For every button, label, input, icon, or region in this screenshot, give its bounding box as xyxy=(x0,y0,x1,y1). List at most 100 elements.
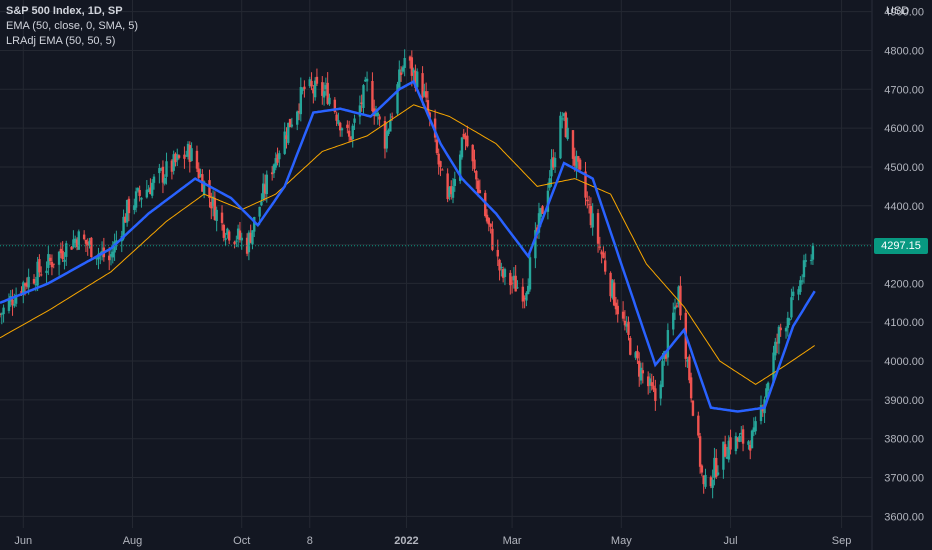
candle-body xyxy=(410,57,414,76)
candle-body xyxy=(466,135,469,147)
candle-body xyxy=(800,280,804,282)
candle-body xyxy=(376,112,380,116)
candle-body xyxy=(378,116,381,120)
candle-body xyxy=(233,241,236,244)
candle-body xyxy=(183,154,186,159)
y-tick-label: 4000.00 xyxy=(884,356,924,368)
candle-body xyxy=(399,72,403,75)
candle-body xyxy=(727,440,730,460)
candle-body xyxy=(251,230,254,245)
candle-body xyxy=(634,352,637,358)
candle-body xyxy=(22,282,25,295)
candle-body xyxy=(600,251,603,255)
candle-body xyxy=(88,240,91,245)
candle-body xyxy=(210,201,213,209)
y-tick-label: 4100.00 xyxy=(884,317,924,329)
candle-body xyxy=(59,248,63,254)
candle-body xyxy=(270,172,274,175)
candle-body xyxy=(747,441,750,445)
price-axis[interactable]: 4900.00 4800.00 4700.00 4600.00 4500.00 4400.… xyxy=(884,7,924,524)
candle-body xyxy=(675,305,679,307)
candle-body xyxy=(587,204,591,206)
candle-body xyxy=(672,312,675,330)
candle-body xyxy=(589,205,593,226)
candle-body xyxy=(36,261,39,286)
candle-body xyxy=(646,376,650,387)
candle-body xyxy=(741,429,745,444)
legend-symbol-title[interactable]: S&P 500 Index, 1D, SP xyxy=(6,5,123,17)
candle-body xyxy=(784,328,788,332)
candle-body xyxy=(759,405,763,422)
candle-body xyxy=(253,217,256,232)
candle-body xyxy=(172,154,175,171)
candle-body xyxy=(158,168,161,174)
candle-body xyxy=(315,76,319,84)
candle-body xyxy=(389,119,392,132)
candle-body xyxy=(313,80,317,98)
x-tick-label: Sep xyxy=(832,535,852,547)
candle-body xyxy=(185,155,188,157)
time-axis[interactable]: Jun Aug Oct 8 2022 Mar May Jul Sep xyxy=(14,535,851,547)
candle-body xyxy=(170,160,174,172)
candle-body xyxy=(145,189,149,198)
candle-body xyxy=(664,353,668,359)
candle-body xyxy=(25,282,29,287)
candle-body xyxy=(235,240,238,242)
candle-body xyxy=(654,388,657,401)
candle-body xyxy=(322,91,326,98)
candle-body xyxy=(453,179,457,186)
x-tick-label: 8 xyxy=(307,535,313,547)
candle-body xyxy=(340,128,344,131)
candle-body xyxy=(2,307,5,315)
legend-lradj-study[interactable]: LRAdj EMA (50, 50, 5) xyxy=(6,35,116,47)
candle-body xyxy=(276,154,279,163)
candle-body xyxy=(704,474,707,487)
legend-ema-study[interactable]: EMA (50, close, 0, SMA, 5) xyxy=(6,20,139,32)
candle-body xyxy=(566,127,569,140)
candle-body xyxy=(446,173,449,199)
candle-body xyxy=(362,85,365,108)
x-tick-label: Mar xyxy=(503,535,522,547)
candle-body xyxy=(260,201,263,206)
candle-body xyxy=(686,359,689,362)
candle-body xyxy=(487,218,491,225)
candle-body xyxy=(777,326,781,344)
candle-body xyxy=(424,91,428,98)
candle-body xyxy=(799,280,802,293)
candle-body xyxy=(7,298,11,311)
candle-body xyxy=(47,254,50,268)
ema-line xyxy=(0,79,816,413)
candle-body xyxy=(602,252,605,258)
y-tick-label: 3800.00 xyxy=(884,434,924,446)
candle-body xyxy=(711,479,714,488)
candle-body xyxy=(478,190,482,194)
candle-body xyxy=(113,241,116,253)
candle-body xyxy=(559,115,562,159)
y-tick-label: 3700.00 xyxy=(884,473,924,485)
candle-body xyxy=(491,228,494,250)
x-tick-label: Oct xyxy=(233,535,250,547)
candle-body xyxy=(666,330,670,358)
candle-body xyxy=(197,168,200,178)
y-tick-label: 3900.00 xyxy=(884,395,924,407)
candle-body xyxy=(122,216,125,239)
candle-body xyxy=(297,111,301,113)
y-tick-label: 4500.00 xyxy=(884,162,924,174)
candle-body xyxy=(498,259,501,271)
candle-body xyxy=(84,239,88,244)
y-tick-label: 4400.00 xyxy=(884,201,924,213)
candle-body xyxy=(792,291,795,297)
candle-body xyxy=(772,352,775,383)
candle-body xyxy=(698,436,702,467)
candle-body xyxy=(57,251,61,265)
candle-body xyxy=(627,321,630,335)
candle-body xyxy=(65,243,68,257)
candle-body xyxy=(458,154,462,181)
candle-body xyxy=(475,171,478,180)
candle-body xyxy=(335,114,338,121)
candle-body xyxy=(548,178,551,188)
candle-body xyxy=(616,305,619,315)
candle-body xyxy=(125,200,129,223)
